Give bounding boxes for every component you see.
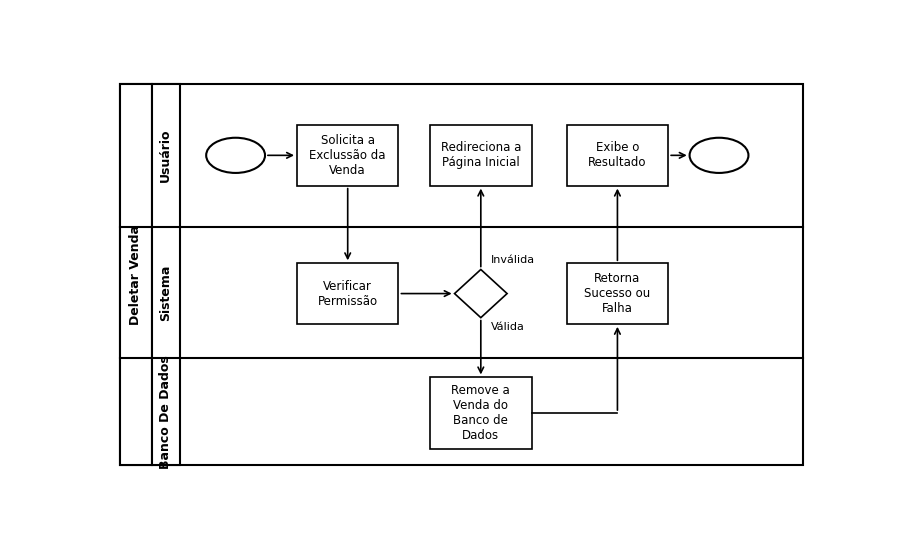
Text: Redireciona a
Página Inicial: Redireciona a Página Inicial — [440, 141, 520, 169]
Text: Remove a
Venda do
Banco de
Dados: Remove a Venda do Banco de Dados — [451, 384, 509, 442]
Bar — [152, 84, 180, 465]
Circle shape — [206, 138, 265, 173]
Circle shape — [689, 138, 748, 173]
Bar — [430, 125, 531, 186]
Polygon shape — [454, 269, 507, 318]
Text: Exibe o
Resultado: Exibe o Resultado — [588, 141, 646, 169]
Bar — [296, 125, 398, 186]
Bar — [566, 125, 667, 186]
Bar — [566, 263, 667, 324]
Bar — [430, 378, 531, 449]
Text: Verificar
Permissão: Verificar Permissão — [317, 280, 377, 307]
Text: Solicita a
Exclussão da
Venda: Solicita a Exclussão da Venda — [309, 134, 386, 177]
Bar — [120, 84, 152, 465]
Text: Deletar Venda: Deletar Venda — [129, 225, 142, 325]
Text: Válida: Válida — [491, 322, 525, 332]
Text: Inválida: Inválida — [491, 255, 535, 265]
Text: Retorna
Sucesso ou
Falha: Retorna Sucesso ou Falha — [583, 272, 650, 315]
Bar — [296, 263, 398, 324]
Text: Sistema: Sistema — [159, 264, 172, 321]
Text: Banco De Dados: Banco De Dados — [159, 355, 172, 469]
Text: Usuário: Usuário — [159, 128, 172, 182]
